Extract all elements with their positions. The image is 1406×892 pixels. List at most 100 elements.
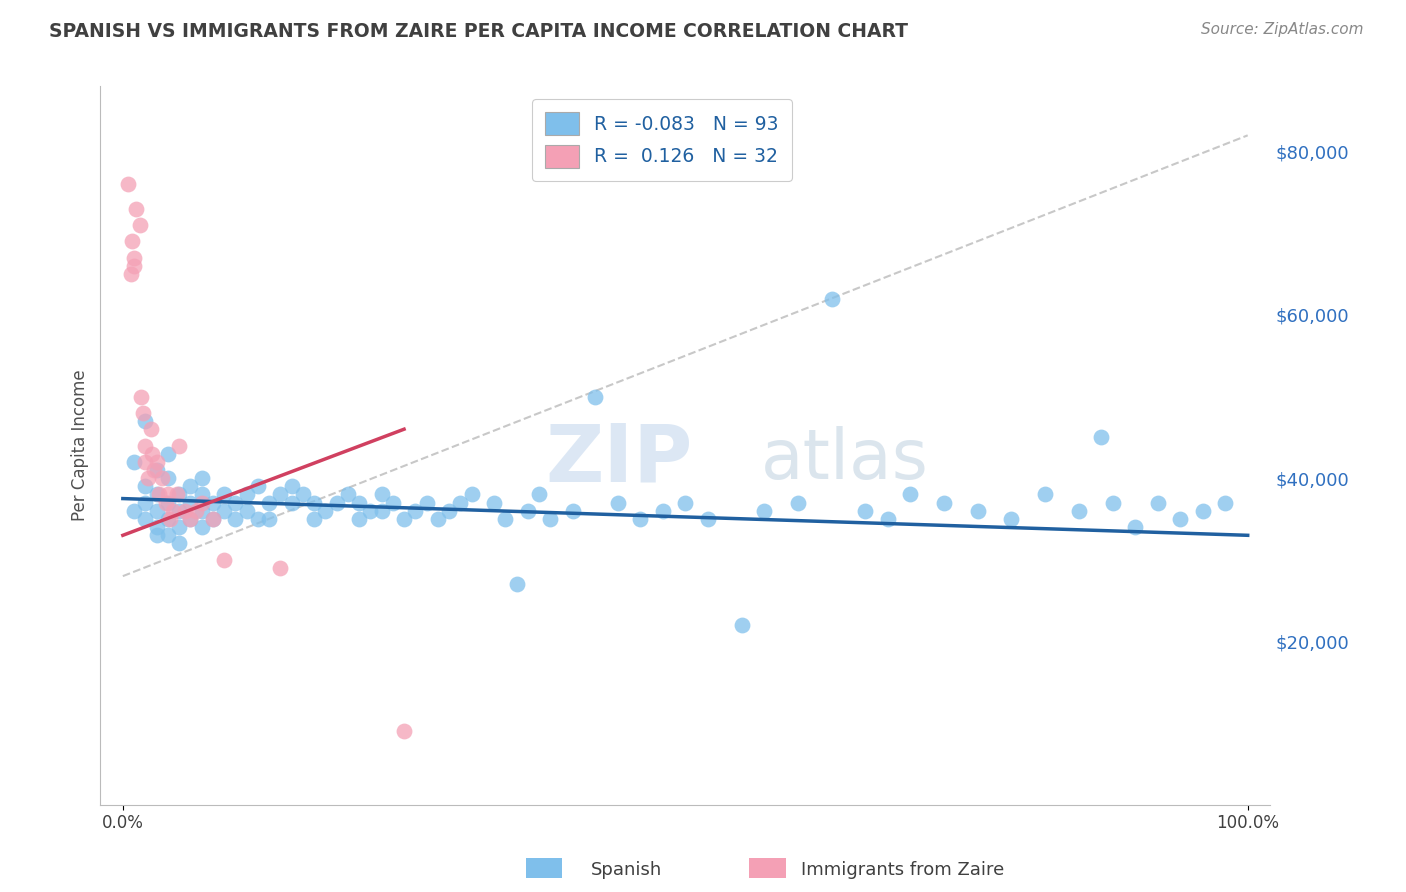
Point <box>1033 487 1056 501</box>
Point <box>302 512 325 526</box>
Point <box>148 487 170 501</box>
Point <box>392 724 415 739</box>
Text: ZIP: ZIP <box>546 421 692 499</box>
Point <box>516 504 538 518</box>
Point <box>359 504 381 518</box>
Point <box>156 528 179 542</box>
Point <box>1168 512 1191 526</box>
Point <box>246 479 269 493</box>
Point <box>538 512 561 526</box>
Point <box>246 512 269 526</box>
Point <box>853 504 876 518</box>
Point <box>1000 512 1022 526</box>
Point <box>752 504 775 518</box>
Point <box>381 496 404 510</box>
Point <box>156 512 179 526</box>
Point <box>179 479 201 493</box>
Point <box>437 504 460 518</box>
Point <box>145 528 167 542</box>
Point <box>1067 504 1090 518</box>
Point <box>162 504 184 518</box>
Point <box>651 504 673 518</box>
Point <box>966 504 988 518</box>
Point <box>159 512 181 526</box>
Point <box>460 487 482 501</box>
Text: Immigrants from Zaire: Immigrants from Zaire <box>801 861 1005 879</box>
Point <box>201 512 224 526</box>
Point <box>145 463 167 477</box>
Y-axis label: Per Capita Income: Per Capita Income <box>72 369 89 521</box>
Point <box>156 447 179 461</box>
Point <box>482 496 505 510</box>
Point <box>820 292 842 306</box>
Point <box>898 487 921 501</box>
Point <box>156 496 179 510</box>
Point <box>494 512 516 526</box>
Point <box>449 496 471 510</box>
Point <box>1123 520 1146 534</box>
Point <box>136 471 159 485</box>
Point <box>190 487 212 501</box>
Point <box>269 487 291 501</box>
Point <box>392 512 415 526</box>
Point <box>134 512 156 526</box>
Point <box>190 520 212 534</box>
Text: Source: ZipAtlas.com: Source: ZipAtlas.com <box>1201 22 1364 37</box>
Text: atlas: atlas <box>761 426 929 493</box>
Point <box>122 504 145 518</box>
Point <box>291 487 314 501</box>
Point <box>224 496 246 510</box>
Point <box>347 496 370 510</box>
Point <box>134 496 156 510</box>
Legend: R = -0.083   N = 93, R =  0.126   N = 32: R = -0.083 N = 93, R = 0.126 N = 32 <box>531 99 792 181</box>
Point <box>145 520 167 534</box>
Point <box>628 512 651 526</box>
Point <box>145 455 167 469</box>
Point <box>167 487 190 501</box>
Point <box>1101 496 1123 510</box>
Point <box>167 504 190 518</box>
Point <box>404 504 426 518</box>
Point <box>125 202 148 216</box>
Point <box>134 438 156 452</box>
Point <box>527 487 550 501</box>
Bar <box>749 858 786 878</box>
Point <box>1146 496 1168 510</box>
Point <box>122 455 145 469</box>
Point <box>1191 504 1213 518</box>
Point <box>128 218 150 232</box>
Point <box>117 178 139 192</box>
Point <box>132 406 155 420</box>
Bar <box>526 858 562 878</box>
Point <box>156 471 179 485</box>
Text: SPANISH VS IMMIGRANTS FROM ZAIRE PER CAPITA INCOME CORRELATION CHART: SPANISH VS IMMIGRANTS FROM ZAIRE PER CAP… <box>49 22 908 41</box>
Point <box>120 267 142 281</box>
Point <box>134 479 156 493</box>
Point <box>155 496 177 510</box>
Point <box>673 496 696 510</box>
Point <box>1213 496 1236 510</box>
Point <box>257 512 280 526</box>
Point <box>129 390 152 404</box>
Point <box>145 504 167 518</box>
Point <box>786 496 808 510</box>
Point <box>561 504 583 518</box>
Point <box>179 512 201 526</box>
Point <box>325 496 347 510</box>
Point <box>167 520 190 534</box>
Point <box>166 487 188 501</box>
Point <box>370 487 392 501</box>
Point <box>696 512 718 526</box>
Point <box>730 618 752 632</box>
Point <box>150 471 173 485</box>
Point <box>190 471 212 485</box>
Point <box>143 463 166 477</box>
Point <box>212 553 235 567</box>
Point <box>505 577 527 591</box>
Point <box>212 504 235 518</box>
Point <box>606 496 628 510</box>
Point <box>201 512 224 526</box>
Point <box>302 496 325 510</box>
Point <box>173 504 195 518</box>
Point <box>932 496 955 510</box>
